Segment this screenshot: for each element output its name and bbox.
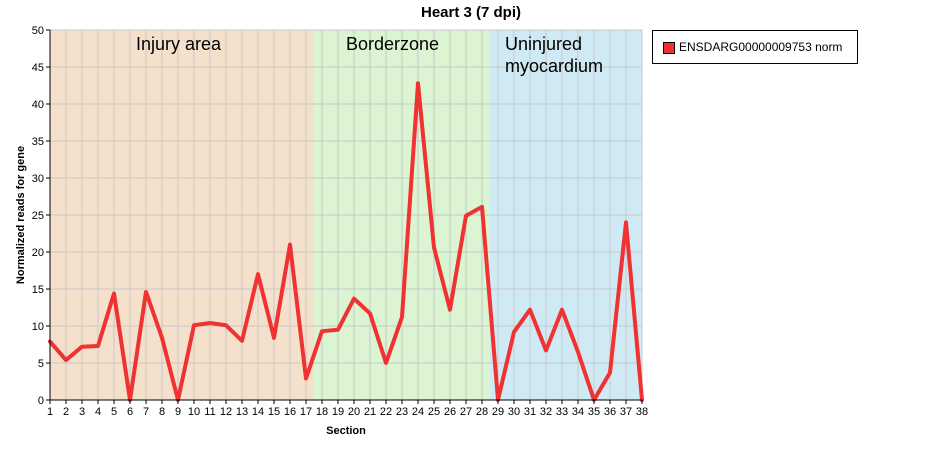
x-tick-label: 27 — [460, 406, 472, 418]
y-tick-label: 25 — [32, 210, 44, 222]
data-point — [353, 298, 355, 300]
data-point — [417, 82, 419, 84]
data-point — [193, 324, 195, 326]
y-tick-label: 0 — [38, 395, 44, 407]
x-tick-label: 35 — [588, 406, 600, 418]
region-label-2: Borderzone — [346, 34, 439, 54]
data-point — [401, 316, 403, 318]
y-tick-label: 45 — [32, 62, 44, 74]
data-point — [321, 330, 323, 332]
data-point — [577, 351, 579, 353]
data-point — [113, 292, 115, 294]
x-tick-label: 2 — [63, 406, 69, 418]
x-tick-label: 13 — [236, 406, 248, 418]
x-tick-label: 14 — [252, 406, 264, 418]
x-tick-label: 12 — [220, 406, 232, 418]
data-point — [561, 309, 563, 311]
data-point — [369, 312, 371, 314]
y-tick-label: 40 — [32, 99, 44, 111]
data-point — [145, 291, 147, 293]
legend: ENSDARG00000009753 norm — [652, 30, 858, 64]
x-tick-label: 15 — [268, 406, 280, 418]
x-tick-label: 17 — [300, 406, 312, 418]
data-point — [161, 337, 163, 339]
data-point — [289, 244, 291, 246]
x-tick-label: 23 — [396, 406, 408, 418]
x-tick-label: 9 — [175, 406, 181, 418]
region-label-1: Injury area — [136, 34, 222, 54]
legend-swatch — [663, 42, 675, 54]
x-tick-label: 22 — [380, 406, 392, 418]
data-point — [273, 337, 275, 339]
legend-label: ENSDARG00000009753 norm — [679, 40, 843, 54]
x-tick-label: 33 — [556, 406, 568, 418]
x-axis-label: Section — [326, 425, 366, 437]
x-tick-label: 28 — [476, 406, 488, 418]
x-tick-label: 32 — [540, 406, 552, 418]
x-tick-label: 31 — [524, 406, 536, 418]
x-tick-label: 26 — [444, 406, 456, 418]
x-tick-label: 16 — [284, 406, 296, 418]
region-label-3: Uninjured myocardium — [505, 34, 603, 76]
x-tick-label: 20 — [348, 406, 360, 418]
axes — [46, 29, 643, 404]
data-point — [449, 309, 451, 311]
x-tick-label: 18 — [316, 406, 328, 418]
region-labels: Injury area Borderzone Uninjured myocardium — [136, 34, 603, 76]
x-tick-label: 34 — [572, 406, 584, 418]
data-point — [97, 345, 99, 347]
x-tick-label: 36 — [604, 406, 616, 418]
data-point — [241, 340, 243, 342]
x-tick-label: 24 — [412, 406, 424, 418]
data-point — [529, 309, 531, 311]
x-tick-label: 5 — [111, 406, 117, 418]
x-tick-label: 11 — [204, 406, 215, 418]
y-tick-label: 15 — [32, 284, 44, 296]
x-tick-label: 38 — [636, 406, 648, 418]
data-point — [209, 322, 211, 324]
data-point — [433, 247, 435, 249]
data-point — [305, 378, 307, 380]
x-tick-label: 6 — [127, 406, 133, 418]
x-tick-label: 8 — [159, 406, 165, 418]
data-point — [225, 324, 227, 326]
data-point — [257, 273, 259, 275]
data-point — [513, 331, 515, 333]
data-point — [385, 362, 387, 364]
y-tick-label: 50 — [32, 25, 44, 37]
data-point — [65, 359, 67, 361]
y-tick-label: 20 — [32, 247, 44, 259]
y-axis-label: Normalized reads for gene — [15, 146, 27, 284]
x-tick-label: 29 — [492, 406, 504, 418]
data-point — [609, 372, 611, 374]
data-point — [625, 221, 627, 223]
data-point — [337, 329, 339, 331]
x-tick-label: 1 — [47, 406, 53, 418]
series-line-1 — [48, 81, 644, 402]
x-tick-label: 10 — [188, 406, 200, 418]
chart-title: Heart 3 (7 dpi) — [421, 4, 521, 21]
y-tick-label: 5 — [38, 358, 44, 370]
x-tick-label: 19 — [332, 406, 344, 418]
x-tick-label: 25 — [428, 406, 440, 418]
x-tick-label: 7 — [143, 406, 149, 418]
x-tick-label: 21 — [364, 406, 376, 418]
y-tick-label: 10 — [32, 321, 44, 333]
x-tick-label: 4 — [95, 406, 101, 418]
data-point — [465, 215, 467, 217]
data-point — [481, 206, 483, 208]
data-point — [545, 349, 547, 351]
y-tick-label: 30 — [32, 173, 44, 185]
y-tick-label: 35 — [32, 136, 44, 148]
x-tick-label: 3 — [79, 406, 85, 418]
x-tick-label: 37 — [620, 406, 632, 418]
x-tick-label: 30 — [508, 406, 520, 418]
data-point — [81, 346, 83, 348]
